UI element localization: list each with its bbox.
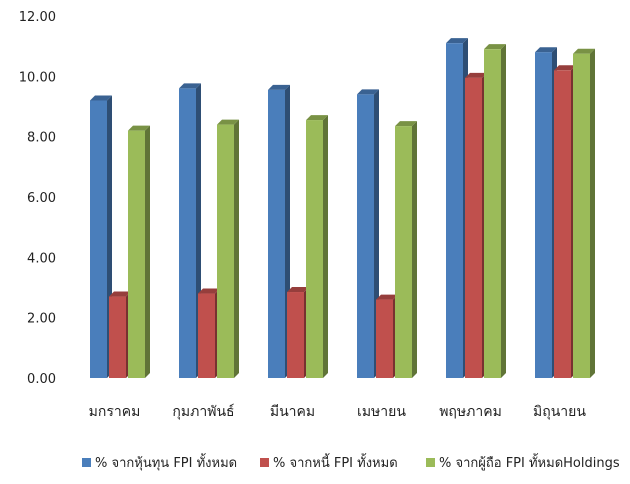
bar-front bbox=[465, 77, 482, 378]
y-tick-label: 8.00 bbox=[27, 131, 56, 146]
bar-top bbox=[179, 83, 201, 89]
bar-side bbox=[412, 121, 417, 378]
x-tick-label: มกราคม bbox=[89, 404, 141, 420]
bar bbox=[484, 44, 506, 378]
bar-top bbox=[90, 95, 112, 101]
y-axis: 0.00 2.00 4.00 6.00 8.00 10.00 12.00 bbox=[19, 10, 56, 387]
legend-swatch bbox=[260, 458, 269, 467]
bar bbox=[357, 89, 379, 378]
bar-front bbox=[554, 70, 571, 379]
bar bbox=[287, 287, 309, 378]
bar-top bbox=[554, 65, 576, 71]
bar-top bbox=[376, 294, 398, 300]
bar bbox=[554, 65, 576, 379]
bar-top bbox=[573, 48, 595, 54]
bar bbox=[109, 291, 131, 378]
y-tick-label: 10.00 bbox=[19, 70, 56, 85]
x-tick-label: มีนาคม bbox=[270, 404, 315, 420]
bar-top bbox=[287, 287, 309, 293]
bar-top bbox=[128, 125, 150, 131]
bar-front bbox=[484, 49, 501, 378]
bar-top bbox=[484, 44, 506, 50]
bar-side bbox=[590, 48, 595, 378]
legend-label: % จากหุ้นทุน FPI ทั้งหมด bbox=[95, 453, 237, 471]
bar-side bbox=[501, 44, 506, 378]
bar-top bbox=[446, 38, 468, 44]
bar-top bbox=[268, 84, 290, 90]
bar-top bbox=[306, 115, 328, 121]
bar-front bbox=[573, 53, 590, 378]
bar bbox=[446, 38, 468, 379]
x-tick-label: เมษายน bbox=[357, 404, 406, 420]
bar-front bbox=[535, 52, 552, 378]
bar-side bbox=[323, 115, 328, 378]
x-tick-label: พฤษภาคม bbox=[439, 404, 502, 420]
bar-front bbox=[287, 292, 304, 378]
bar bbox=[217, 119, 239, 378]
bars bbox=[90, 38, 595, 379]
bar bbox=[128, 125, 150, 378]
x-axis: มกราคม กุมภาพันธ์ มีนาคม เมษายน พฤษภาคม มิถุน… bbox=[89, 403, 587, 420]
legend-swatch bbox=[426, 458, 435, 467]
bar-front bbox=[446, 43, 463, 379]
bar bbox=[535, 47, 557, 378]
bar-side bbox=[145, 125, 150, 378]
bar bbox=[268, 84, 290, 379]
bar-front bbox=[376, 299, 393, 378]
bar bbox=[465, 72, 487, 378]
legend: % จากหุ้นทุน FPI ทั้งหมด % จากหนี้ FPI ทั… bbox=[82, 453, 620, 471]
legend-label: % จากผู้ถือ FPI ทั้หมดHoldings bbox=[439, 453, 620, 471]
y-tick-label: 12.00 bbox=[19, 10, 56, 25]
bar bbox=[573, 48, 595, 378]
bar bbox=[306, 115, 328, 378]
y-tick-label: 6.00 bbox=[27, 191, 56, 206]
bar-front bbox=[198, 293, 215, 378]
legend-swatch bbox=[82, 458, 91, 467]
legend-item: % จากผู้ถือ FPI ทั้หมดHoldings bbox=[426, 453, 620, 471]
bar-side bbox=[234, 119, 239, 378]
bar-top bbox=[357, 89, 379, 95]
bar-front bbox=[306, 120, 323, 378]
bar bbox=[90, 95, 112, 378]
bar-front bbox=[268, 89, 285, 379]
bar-front bbox=[395, 126, 412, 378]
y-tick-label: 4.00 bbox=[27, 251, 56, 266]
x-tick-label: กุมภาพันธ์ bbox=[172, 403, 234, 420]
legend-label: % จากหนี้ FPI ทั้งหมด bbox=[273, 453, 398, 471]
bar-top bbox=[198, 288, 220, 294]
bar-front bbox=[179, 88, 196, 379]
bar-front bbox=[357, 94, 374, 378]
bar-front bbox=[217, 124, 234, 378]
bar-front bbox=[128, 130, 145, 378]
y-tick-label: 2.00 bbox=[27, 312, 56, 327]
bar bbox=[395, 121, 417, 378]
bar-top bbox=[395, 121, 417, 127]
bar bbox=[179, 83, 201, 379]
bar-front bbox=[90, 100, 107, 378]
bar bbox=[198, 288, 220, 378]
bar-top bbox=[217, 119, 239, 125]
bar-top bbox=[465, 72, 487, 78]
bar bbox=[376, 294, 398, 378]
bar-top bbox=[109, 291, 131, 297]
x-tick-label: มิถุนายน bbox=[533, 404, 586, 420]
legend-item: % จากหุ้นทุน FPI ทั้งหมด bbox=[82, 453, 237, 471]
y-tick-label: 0.00 bbox=[27, 372, 56, 387]
legend-item: % จากหนี้ FPI ทั้งหมด bbox=[260, 453, 398, 471]
bar-top bbox=[535, 47, 557, 53]
bar-front bbox=[109, 296, 126, 378]
